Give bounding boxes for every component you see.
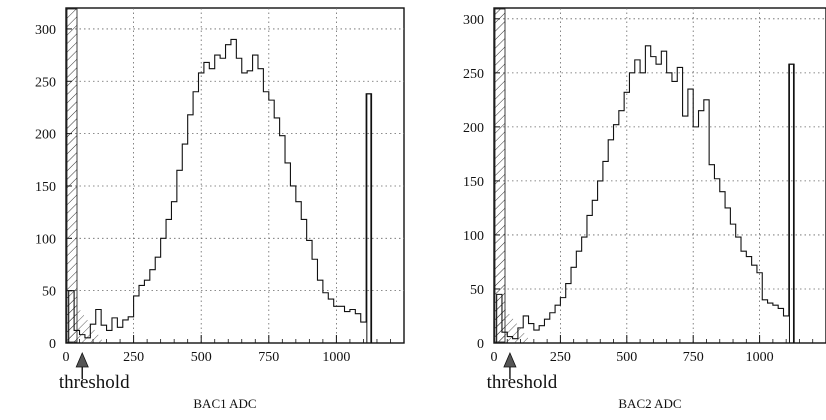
bac2-panel: 0 50 100 150 200 250 300 0 250 500 750 1000 thresh… — [463, 7, 826, 411]
arrow-head — [503, 351, 517, 368]
y-tick-label: 150 — [35, 180, 56, 195]
y-tick-label: 100 — [35, 232, 56, 247]
bac2-threshold-arrow — [503, 351, 517, 379]
bac1-below-threshold-region — [66, 8, 105, 343]
y-tick-label: 100 — [463, 229, 484, 244]
bac2-threshold-label: threshold — [487, 372, 558, 393]
x-tick-label: 500 — [191, 350, 212, 365]
x-tick-label: 500 — [616, 350, 637, 365]
bac1-x-axis: 0 250 500 750 1000 — [63, 335, 391, 365]
bac2-histogram-line — [496, 45, 795, 343]
hatched-pedestal-bar — [494, 8, 506, 343]
y-tick-label: 250 — [35, 75, 56, 90]
bac1-x-axis-title: BAC1 ADC — [193, 396, 256, 411]
y-tick-label: 300 — [463, 13, 484, 28]
bac2-below-threshold-region — [494, 8, 532, 343]
bac2-bins — [788, 63, 794, 344]
x-tick-label: 250 — [550, 350, 571, 365]
x-tick-label: 0 — [63, 350, 70, 365]
bac2-y-axis: 0 50 100 150 200 250 300 — [463, 13, 500, 352]
bac1-histogram-line — [68, 38, 373, 343]
bac1-threshold-arrow — [75, 351, 89, 379]
arrow-head — [75, 351, 89, 368]
y-tick-label: 0 — [49, 337, 56, 352]
x-tick-label: 1000 — [746, 350, 774, 365]
bac1-panel: 0 50 100 150 200 250 300 0 250 500 750 1000 thresh… — [35, 7, 405, 411]
y-tick-label: 0 — [477, 337, 484, 352]
bac1-plot-frame — [65, 7, 405, 344]
hatched-threshold-wedge — [494, 294, 532, 343]
overflow-bin — [366, 93, 372, 344]
x-tick-label: 0 — [491, 350, 498, 365]
x-tick-label: 750 — [258, 350, 279, 365]
bac1-grid — [66, 8, 404, 343]
bac2-x-axis: 0 250 500 750 1000 — [491, 335, 814, 365]
y-tick-label: 150 — [463, 175, 484, 190]
y-tick-label: 250 — [463, 67, 484, 82]
x-tick-label: 1000 — [322, 350, 350, 365]
y-tick-label: 50 — [42, 285, 56, 300]
bac1-threshold-label: threshold — [59, 372, 130, 393]
bac2-plot-frame — [493, 7, 826, 344]
y-tick-label: 50 — [470, 283, 484, 298]
y-tick-label: 200 — [35, 128, 56, 143]
x-tick-label: 250 — [123, 350, 144, 365]
bac1-bins — [366, 93, 372, 344]
bac2-grid — [494, 8, 826, 343]
y-tick-label: 300 — [35, 23, 56, 38]
bac2-x-axis-title: BAC2 ADC — [618, 396, 681, 411]
x-tick-label: 750 — [683, 350, 704, 365]
y-tick-label: 200 — [463, 121, 484, 136]
overflow-bin — [788, 63, 794, 344]
